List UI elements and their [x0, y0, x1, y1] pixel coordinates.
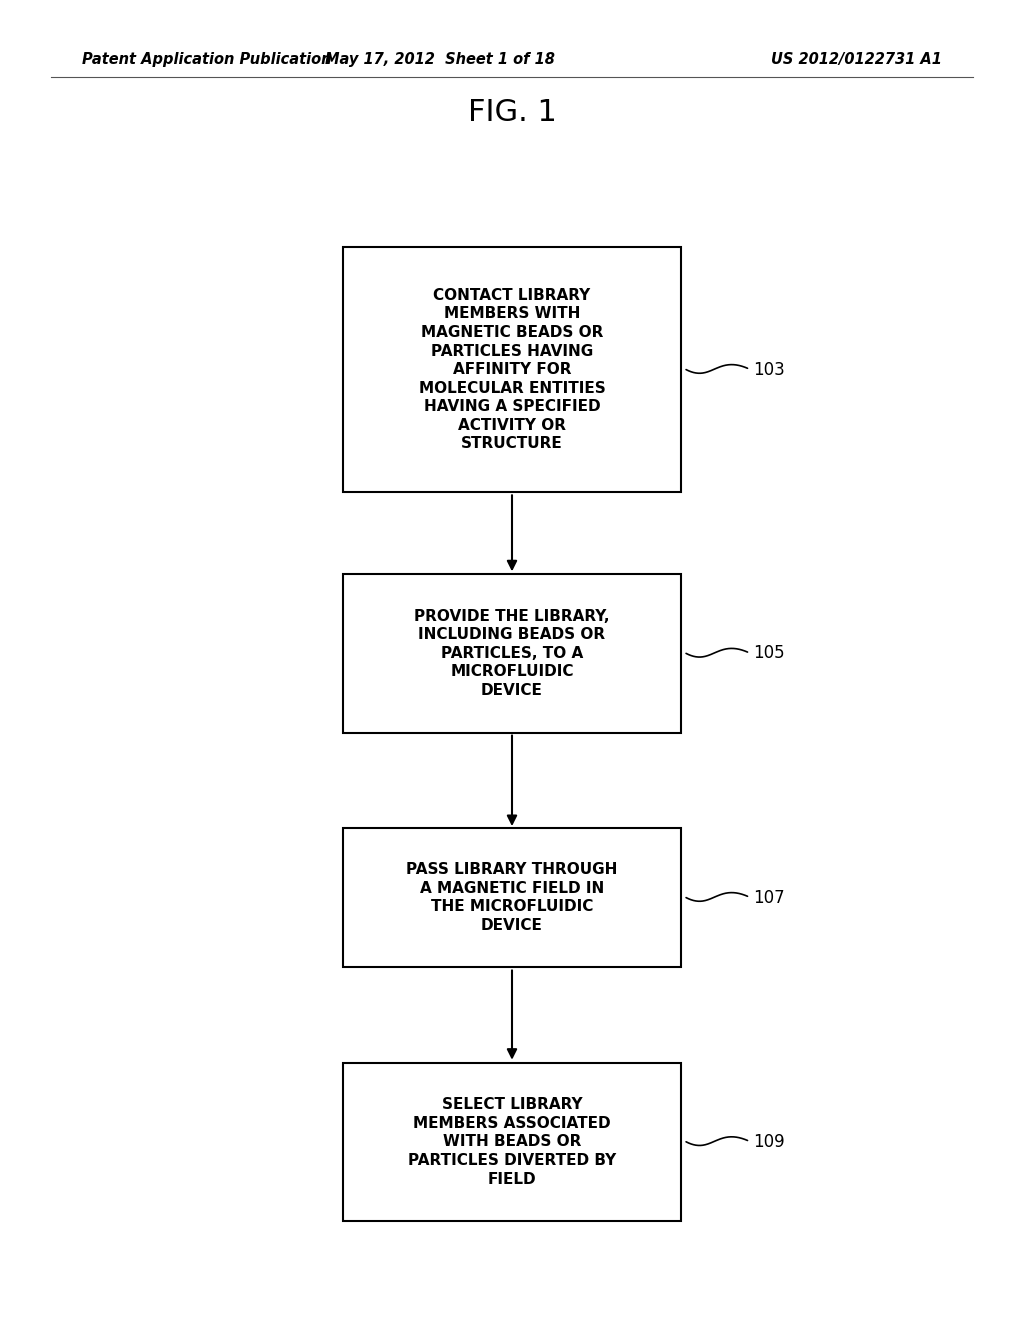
Bar [343, 1063, 681, 1221]
Text: PROVIDE THE LIBRARY,
INCLUDING BEADS OR
PARTICLES, TO A
MICROFLUIDIC
DEVICE: PROVIDE THE LIBRARY, INCLUDING BEADS OR … [415, 609, 609, 698]
Text: 105: 105 [753, 644, 784, 663]
Text: Patent Application Publication: Patent Application Publication [82, 51, 332, 67]
Text: May 17, 2012  Sheet 1 of 18: May 17, 2012 Sheet 1 of 18 [326, 51, 555, 67]
Text: PASS LIBRARY THROUGH
A MAGNETIC FIELD IN
THE MICROFLUIDIC
DEVICE: PASS LIBRARY THROUGH A MAGNETIC FIELD IN… [407, 862, 617, 933]
Text: 109: 109 [753, 1133, 784, 1151]
Text: SELECT LIBRARY
MEMBERS ASSOCIATED
WITH BEADS OR
PARTICLES DIVERTED BY
FIELD: SELECT LIBRARY MEMBERS ASSOCIATED WITH B… [408, 1097, 616, 1187]
Text: CONTACT LIBRARY
MEMBERS WITH
MAGNETIC BEADS OR
PARTICLES HAVING
AFFINITY FOR
MOL: CONTACT LIBRARY MEMBERS WITH MAGNETIC BE… [419, 288, 605, 451]
Text: 103: 103 [753, 360, 784, 379]
Bar [343, 829, 681, 966]
Text: 107: 107 [753, 888, 784, 907]
Text: US 2012/0122731 A1: US 2012/0122731 A1 [771, 51, 942, 67]
Bar [343, 248, 681, 492]
Bar [343, 574, 681, 733]
Text: FIG. 1: FIG. 1 [468, 98, 556, 127]
